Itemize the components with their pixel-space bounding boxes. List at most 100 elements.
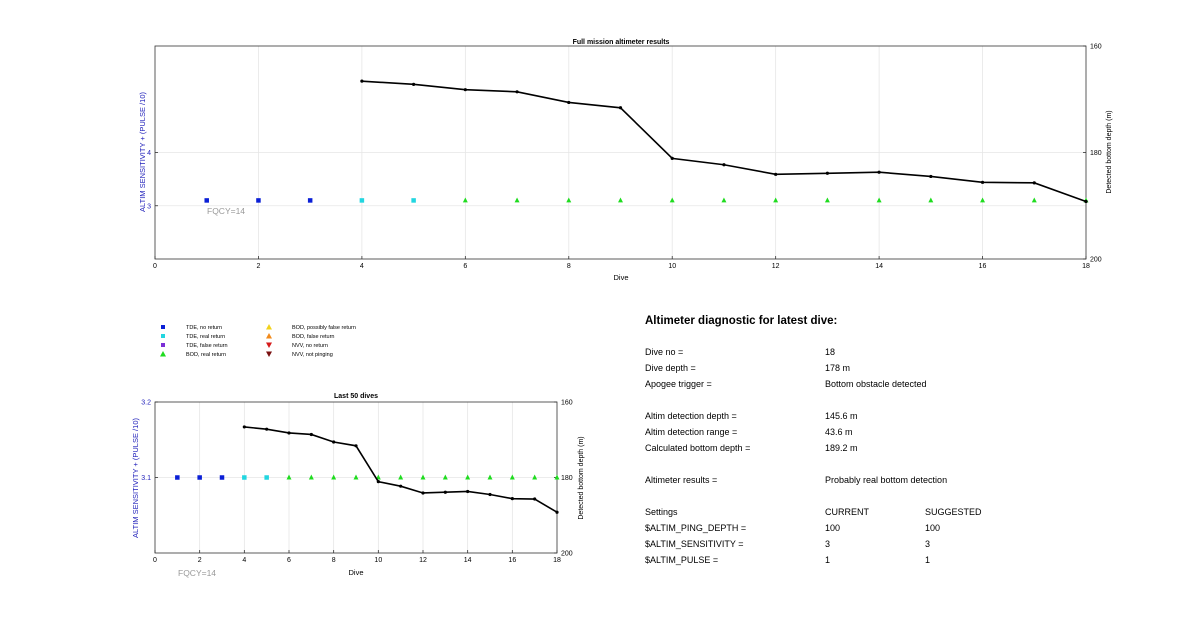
legend-triangle-up-icon <box>266 324 272 330</box>
marker-tde-no-return <box>219 475 225 480</box>
bottom-depth-point <box>376 480 380 484</box>
x-tick-label: 12 <box>772 263 780 270</box>
small-chart-title: Last 50 dives <box>334 393 378 400</box>
bottom-depth-point <box>242 425 246 429</box>
bottom-depth-point <box>774 172 778 176</box>
bottom-depth-point <box>421 491 425 495</box>
current-header: CURRENT <box>825 507 869 517</box>
main-right-axis-label: Detected bottom depth (m) <box>1106 110 1113 193</box>
dive-no-value: 18 <box>825 347 836 357</box>
bottom-depth-point <box>265 427 269 431</box>
marker-bod-real-return <box>462 197 468 203</box>
small-x-axis-label: Dive <box>348 568 363 577</box>
marker-tde-no-return <box>307 198 313 203</box>
x-tick-label: 4 <box>242 557 246 564</box>
bottom-depth-point <box>399 484 403 488</box>
marker-tde-no-return <box>197 475 202 480</box>
diagnostic-title: Altimeter diagnostic for latest dive: <box>645 315 838 327</box>
dive-depth-label: Dive depth = <box>645 363 696 373</box>
bottom-depth-point <box>443 490 447 494</box>
x-tick-label: 14 <box>464 557 472 564</box>
marker-bod-real-return <box>721 197 727 203</box>
marker-bod-real-return <box>554 474 560 480</box>
marker-bod-real-return <box>928 197 934 203</box>
bottom-depth-point <box>618 106 623 110</box>
y-right-tick-label: 200 <box>1090 257 1102 264</box>
altim-detection-range-value: 43.6 m <box>825 427 853 437</box>
apogee-trigger-label: Apogee trigger = <box>645 379 712 389</box>
marker-bod-real-return <box>398 474 404 480</box>
legend-item: BOD, possibly false return <box>266 324 356 331</box>
legend-square-icon <box>161 334 165 338</box>
y-right-tick-label: 180 <box>1090 150 1102 157</box>
bottom-depth-point <box>510 497 514 501</box>
legend-item: BOD, false return <box>266 333 335 340</box>
marker-tde-real-return <box>264 475 269 480</box>
altimeter-results-label: Altimeter results = <box>645 475 718 485</box>
bottom-depth-point <box>1032 181 1036 185</box>
legend-triangle-down-icon <box>266 351 272 357</box>
legend-label: BOD, false return <box>292 334 335 340</box>
sensitivity-current: 3 <box>825 539 831 549</box>
bottom-depth-point <box>332 440 336 444</box>
y-right-tick-label: 160 <box>1090 44 1102 51</box>
x-tick-label: 16 <box>508 557 516 564</box>
ping-depth-suggested: 100 <box>925 523 941 533</box>
marker-bod-real-return <box>509 474 515 480</box>
pulse-suggested: 1 <box>925 555 931 565</box>
marker-bod-real-return <box>514 197 520 203</box>
bottom-depth-point <box>980 180 985 184</box>
x-tick-label: 4 <box>360 263 364 270</box>
bottom-depth-point <box>466 489 470 494</box>
x-tick-label: 8 <box>332 557 336 564</box>
marker-bod-real-return <box>824 197 830 203</box>
x-tick-label: 10 <box>668 263 676 270</box>
marker-bod-real-return <box>566 197 572 203</box>
legend-triangle-up-icon <box>266 333 272 339</box>
marker-tde-real-return <box>242 475 247 480</box>
bottom-depth-point <box>929 174 933 179</box>
y-right-tick-label: 200 <box>561 551 573 558</box>
x-tick-label: 10 <box>374 557 382 564</box>
ping-depth-label: $ALTIM_PING_DEPTH = <box>645 523 747 533</box>
legend-label: NVV, not pinging <box>292 352 333 358</box>
apogee-trigger-value: Bottom obstacle detected <box>825 379 927 389</box>
x-tick-label: 18 <box>553 557 561 564</box>
bottom-depth-point <box>722 163 726 167</box>
marker-tde-no-return <box>204 198 209 203</box>
small-right-axis-label: Detected bottom depth (m) <box>578 436 585 519</box>
bottom-depth-line <box>244 426 558 513</box>
bottom-depth-point <box>877 170 881 174</box>
y-tick-label: 3.2 <box>141 400 151 407</box>
marker-bod-real-return <box>773 197 779 203</box>
sensitivity-suggested: 3 <box>925 539 931 549</box>
bottom-depth-point <box>670 156 674 160</box>
legend-label: TDE, real return <box>186 334 225 340</box>
marker-bod-real-return <box>420 474 426 480</box>
ping-depth-current: 100 <box>825 523 841 533</box>
small-left-axis-label: ALTIM SENSITIVITY + (PULSE /10) <box>131 418 140 538</box>
main-fqcy-annotation: FQCY=14 <box>207 206 245 216</box>
y-tick-label: 4 <box>147 150 151 157</box>
marker-bod-real-return <box>465 474 471 480</box>
suggested-header: SUGGESTED <box>925 507 982 517</box>
bottom-depth-point <box>412 82 416 86</box>
y-tick-label: 3.1 <box>141 475 151 482</box>
legend-triangle-down-icon <box>266 342 272 348</box>
altimeter-results-value: Probably real bottom detection <box>825 475 948 485</box>
x-tick-label: 18 <box>1082 263 1090 270</box>
bottom-depth-point <box>555 510 559 514</box>
legend-item: TDE, no return <box>161 325 222 331</box>
altim-detection-range-label: Altim detection range = <box>645 427 738 437</box>
marker-bod-real-return <box>980 197 986 203</box>
bottom-depth-point <box>360 79 364 83</box>
legend: TDE, no return TDE, real return TDE, false… <box>160 324 356 358</box>
marker-bod-real-return <box>532 474 538 480</box>
marker-bod-real-return <box>1031 197 1037 203</box>
bottom-depth-point <box>567 100 571 105</box>
small-fqcy-annotation: FQCY=14 <box>178 568 216 578</box>
settings-header: Settings <box>645 507 678 517</box>
legend-square-icon <box>161 325 165 329</box>
main-chart-title: Full mission altimeter results <box>573 39 670 46</box>
